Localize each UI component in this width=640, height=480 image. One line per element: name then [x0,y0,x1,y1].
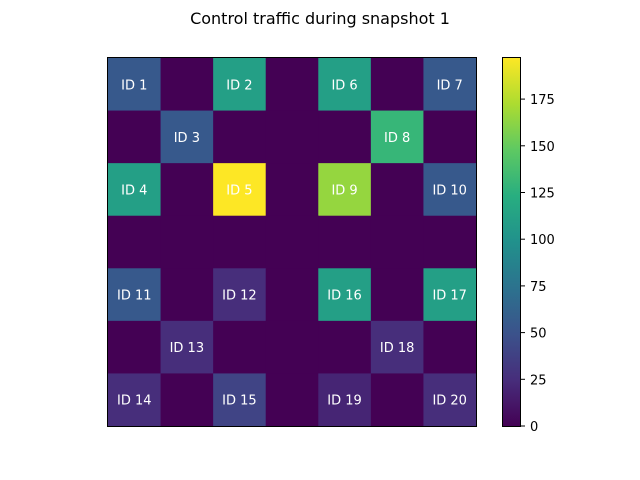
heatmap-cell [370,58,424,112]
heatmap-cell [108,320,162,374]
cell-label: ID 12 [222,289,257,304]
cell-label: ID 14 [117,394,152,409]
heatmap-cell [370,268,424,322]
heatmap-cells: ID 1 ID 2 ID 6 ID 7 ID 3 ID 8 ID 4 ID 5 ID 9 ID 1… [108,58,477,427]
heatmap-cell [108,58,162,112]
heatmap-cell [423,320,477,374]
heatmap-cell [160,320,214,374]
cell-label: ID 7 [437,78,463,93]
heatmap-cell [370,320,424,374]
heatmap-cell [213,373,267,427]
heatmap-cell [160,373,214,427]
heatmap-cell [423,268,477,322]
chart-title: Control traffic during snapshot 1 [190,9,450,28]
heatmap-cell [265,215,319,269]
heatmap-cell [160,58,214,112]
heatmap-cell [423,163,477,217]
heatmap-cell [160,268,214,322]
heatmap-cell [213,110,267,164]
heatmap-cell [265,163,319,217]
colorbar-tick-label: 175 [530,93,555,108]
heatmap-cell [213,215,267,269]
heatmap-cell [318,373,372,427]
heatmap-cell [370,163,424,217]
heatmap-cell [370,215,424,269]
cell-label: ID 4 [121,183,147,198]
cell-label: ID 8 [384,131,410,146]
heatmap-cell [108,110,162,164]
heatmap-cell [318,58,372,112]
cell-label: ID 2 [226,78,252,93]
heatmap-cell [370,373,424,427]
heatmap-cell [265,320,319,374]
colorbar-tick-label: 75 [530,280,547,295]
colorbar-tick-label: 50 [530,327,547,342]
cell-label: ID 19 [327,394,362,409]
heatmap-cell [265,268,319,322]
heatmap-cell [423,373,477,427]
heatmap-cell [108,215,162,269]
heatmap-cell [108,163,162,217]
cell-label: ID 5 [226,183,252,198]
cell-label: ID 16 [327,289,362,304]
heatmap-cell [108,373,162,427]
cell-label: ID 20 [432,394,467,409]
heatmap-cell [160,163,214,217]
colorbar [502,57,521,427]
heatmap-cell [213,268,267,322]
heatmap-cell [370,110,424,164]
heatmap-cell [318,163,372,217]
heatmap-cell [318,215,372,269]
heatmap-cell [265,110,319,164]
heatmap-cell [423,110,477,164]
colorbar-tick-label: 0 [530,420,538,435]
cell-label: ID 3 [174,131,200,146]
colorbar-tick-label: 25 [530,373,547,388]
heatmap-cell [318,268,372,322]
cell-label: ID 6 [331,78,357,93]
heatmap-cell [213,320,267,374]
heatmap-cell [318,110,372,164]
colorbar-tick-label: 100 [530,233,555,248]
cell-label: ID 1 [121,78,147,93]
colorbar-ticks: 0 25 50 75 100 125 150 175 [521,93,555,435]
plot-frame [107,57,477,427]
cell-label: ID 10 [432,183,467,198]
heatmap-cell [423,215,477,269]
cell-label: ID 13 [170,341,205,356]
heatmap-cell [213,58,267,112]
heatmap-cell [160,110,214,164]
cell-label: ID 9 [331,183,357,198]
heatmap-cell [160,215,214,269]
heatmap-cell [423,58,477,112]
heatmap-cell [318,320,372,374]
heatmap-cell [265,373,319,427]
heatmap-cell [213,163,267,217]
heatmap-cell [265,58,319,112]
cell-label: ID 18 [380,341,415,356]
cell-label: ID 15 [222,394,257,409]
heatmap-cell [108,268,162,322]
cell-label: ID 11 [117,289,152,304]
colorbar-tick-label: 125 [530,186,555,201]
cell-label: ID 17 [432,289,467,304]
colorbar-tick-label: 150 [530,140,555,155]
